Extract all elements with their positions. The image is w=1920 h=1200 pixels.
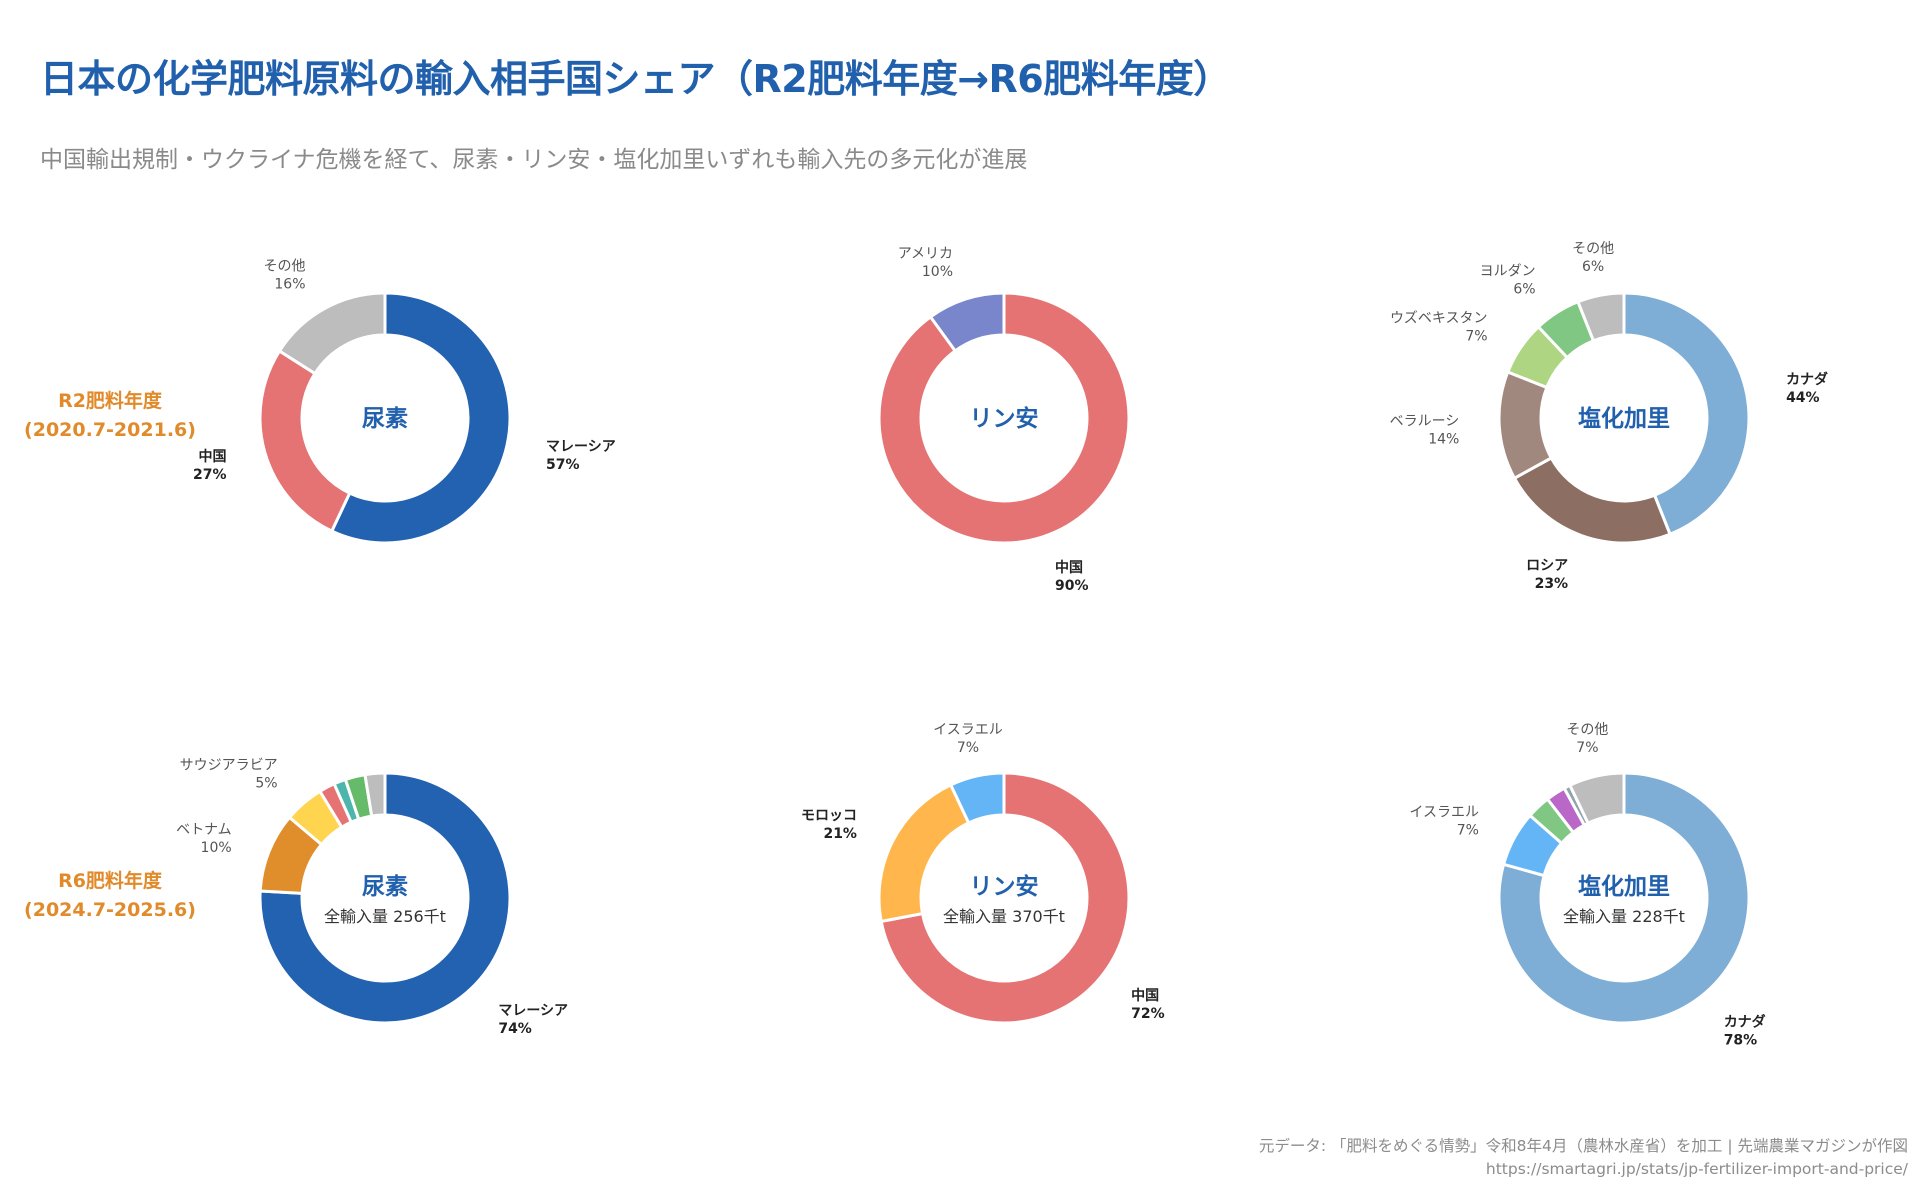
slice-label-name: ウズベキスタン bbox=[1390, 310, 1488, 326]
slice-label-value: 7% bbox=[1465, 328, 1487, 344]
slice-label-value: 7% bbox=[957, 740, 979, 756]
slice-label-name: ベラルーシ bbox=[1390, 413, 1460, 429]
slice-label-name: サウジアラビア bbox=[180, 758, 278, 774]
slice-label-value: 27% bbox=[193, 467, 227, 483]
donut-slice-その他 bbox=[1567, 771, 1626, 826]
slice-label-value: 78% bbox=[1724, 1032, 1758, 1048]
donut-center-title: 塩化加里 bbox=[1578, 405, 1670, 432]
page-subtitle: 中国輸出規制・ウクライナ危機を経て、尿素・リン安・塩化加里いずれも輸入先の多元化… bbox=[40, 147, 1028, 173]
slice-label-value: 7% bbox=[1576, 740, 1598, 756]
slice-label-name: ヨルダン bbox=[1480, 264, 1536, 280]
slice-label-value: 90% bbox=[1055, 578, 1089, 594]
slice-label-value: 6% bbox=[1513, 282, 1535, 298]
page-title: 日本の化学肥料原料の輸入相手国シェア（R2肥料年度→R6肥料年度） bbox=[40, 57, 1231, 101]
donut-center-title: 尿素 bbox=[362, 405, 408, 432]
donut-center-total: 全輸入量 256千t bbox=[324, 907, 446, 926]
slice-label-value: 21% bbox=[823, 826, 857, 842]
donut-slice-イスラエル bbox=[948, 771, 1006, 825]
slice-label-value: 74% bbox=[498, 1021, 532, 1037]
slice-label-value: 5% bbox=[255, 776, 277, 792]
donut-slice-カナダ bbox=[1497, 771, 1751, 1025]
donut-slice-カナダ bbox=[1622, 291, 1751, 537]
donut-slice-その他 bbox=[277, 291, 387, 376]
slice-label-name: イスラエル bbox=[933, 722, 1003, 738]
donut-slice-アメリカ bbox=[928, 291, 1006, 353]
donut-chart-1: マレーシア 57% 中国 27% その他 16% 尿素 bbox=[193, 258, 616, 545]
slice-label-name: モロッコ bbox=[801, 808, 857, 824]
row-label-title: R6肥料年度 bbox=[58, 869, 163, 892]
slice-label-name: その他 bbox=[264, 258, 306, 274]
source-url: https://smartagri.jp/stats/jp-fertilizer… bbox=[1485, 1160, 1908, 1178]
slice-label-name: 中国 bbox=[1055, 559, 1083, 576]
slice-label-value: 44% bbox=[1786, 390, 1820, 406]
slice-label-value: 7% bbox=[1457, 822, 1479, 838]
slice-label-value: 57% bbox=[546, 457, 580, 473]
donut-slice-マレーシア bbox=[258, 771, 512, 1025]
slice-label-value: 10% bbox=[201, 840, 232, 856]
slice-label-name: 中国 bbox=[199, 448, 227, 465]
slice-label-name: イスラエル bbox=[1409, 804, 1479, 820]
slice-label-name: ベトナム bbox=[176, 822, 232, 838]
slice-label-name: アメリカ bbox=[898, 246, 953, 262]
donut-center-title: 塩化加里 bbox=[1578, 873, 1670, 900]
row-label-period: (2024.7-2025.6) bbox=[24, 899, 196, 921]
source-note: 元データ: 「肥料をめぐる情勢」令和8年4月（農林水産省）を加工 | 先端農業マ… bbox=[1258, 1137, 1908, 1155]
slice-label-name: その他 bbox=[1572, 241, 1614, 257]
slice-label-name: カナダ bbox=[1724, 1013, 1766, 1030]
donut-slice-ロシア bbox=[1512, 455, 1672, 545]
slice-label-name: その他 bbox=[1566, 722, 1608, 738]
donut-slice-中国 bbox=[258, 348, 352, 534]
donut-slice-ベラルーシ bbox=[1497, 370, 1554, 481]
slice-label-name: カナダ bbox=[1786, 371, 1828, 388]
donut-slice-中国 bbox=[879, 771, 1131, 1025]
row-label-period: (2020.7-2021.6) bbox=[24, 419, 196, 441]
donut-center-total: 全輸入量 370千t bbox=[943, 907, 1065, 926]
slice-label-value: 10% bbox=[922, 264, 953, 280]
donut-center-title: リン安 bbox=[970, 405, 1039, 432]
slice-label-value: 23% bbox=[1535, 576, 1569, 592]
donut-center-total: 全輸入量 228千t bbox=[1563, 907, 1685, 926]
slice-label-name: マレーシア bbox=[498, 1003, 568, 1019]
slice-label-value: 72% bbox=[1131, 1006, 1165, 1022]
slice-label-name: マレーシア bbox=[546, 439, 616, 455]
slice-label-value: 14% bbox=[1428, 431, 1459, 447]
donut-chart-2: 中国 90% アメリカ 10% リン安 bbox=[877, 246, 1131, 594]
slice-label-name: 中国 bbox=[1131, 987, 1159, 1004]
slice-label-value: 6% bbox=[1582, 259, 1604, 275]
donut-slice-モロッコ bbox=[877, 782, 971, 924]
donut-center-title: 尿素 bbox=[362, 873, 408, 900]
donut-slice-マレーシア bbox=[329, 291, 512, 545]
slice-label-value: 16% bbox=[274, 276, 305, 292]
donut-chart-3: カナダ 44% ロシア 23% ベラルーシ 14% ウズベキスタン 7% ヨルダン 6% その他 6%… bbox=[1390, 241, 1828, 592]
donut-slice-その他 bbox=[1576, 291, 1626, 343]
donut-center-title: リン安 bbox=[970, 873, 1039, 900]
donut-slice-other bbox=[363, 771, 387, 818]
slice-label-name: ロシア bbox=[1526, 558, 1568, 574]
donut-slice-中国 bbox=[877, 291, 1131, 545]
row-label-title: R2肥料年度 bbox=[58, 389, 163, 412]
